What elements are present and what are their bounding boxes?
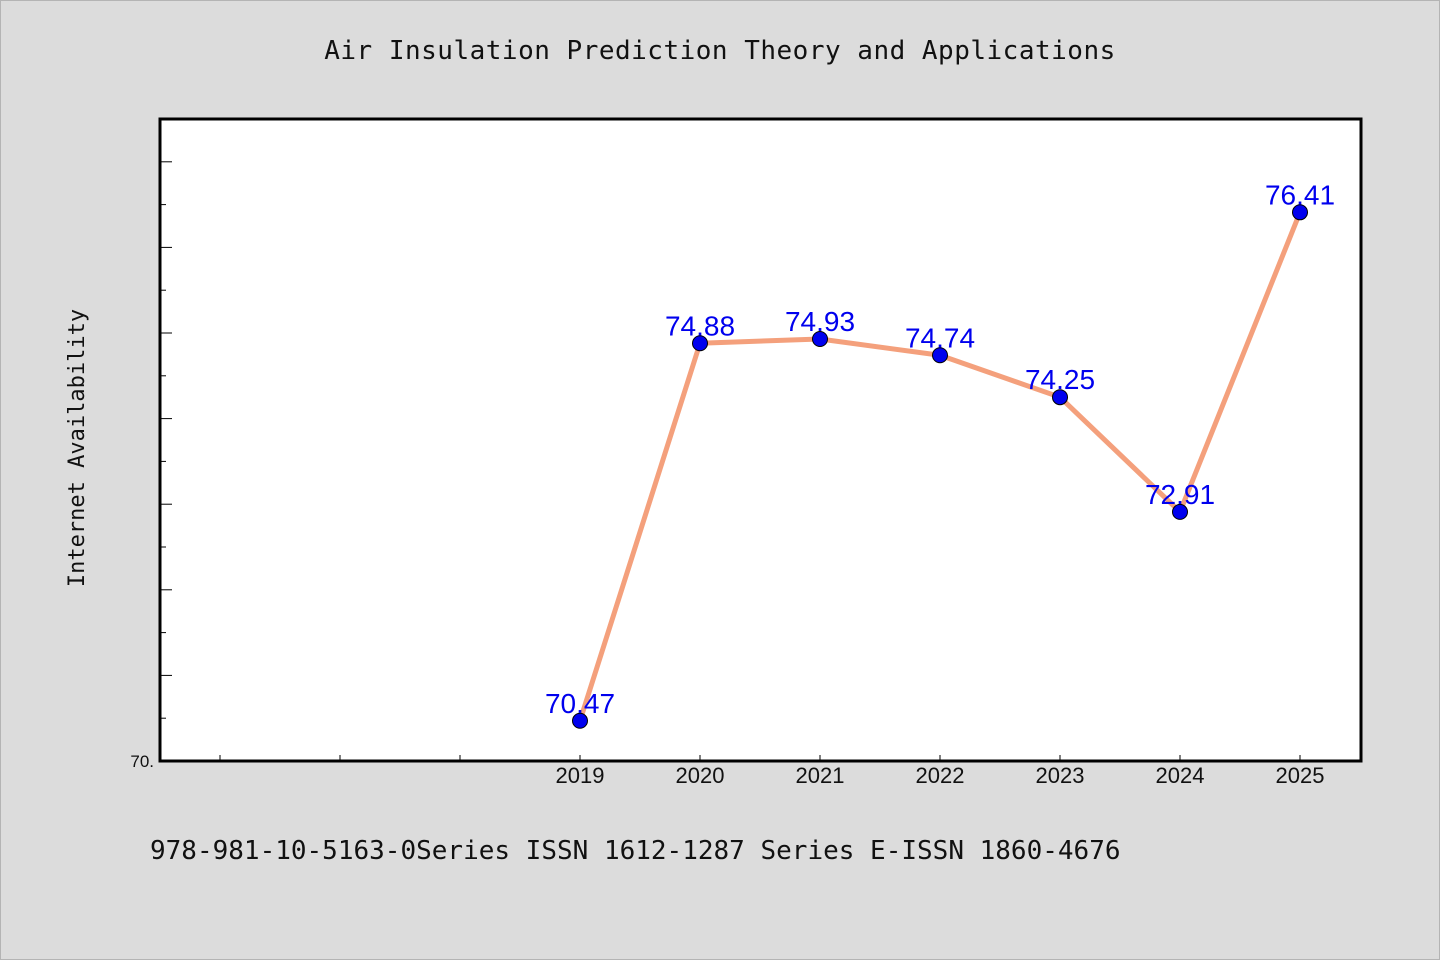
data-label: 74.74 xyxy=(905,322,975,353)
data-point xyxy=(932,347,948,364)
x-tick-label: 2019 xyxy=(556,763,605,788)
series-issn-note: 978-981-10-5163-0Series ISSN 1612-1287 S… xyxy=(150,836,1121,866)
x-tick-label: 2021 xyxy=(796,763,845,788)
x-tick-label: 2023 xyxy=(1036,763,1085,788)
data-point xyxy=(1292,204,1308,221)
y-axis-ticks: 70. xyxy=(130,118,172,771)
data-point xyxy=(1052,389,1068,406)
x-tick-label: 2024 xyxy=(1156,763,1205,788)
data-point xyxy=(812,330,828,347)
data-label: 74.93 xyxy=(785,306,855,337)
y-tick-label: 70. xyxy=(130,752,154,771)
data-point xyxy=(692,335,708,352)
x-tick-label: 2020 xyxy=(676,763,725,788)
data-label-layer: 70.47 74.88 74.93 74.74 74.25 72.91 76.41 xyxy=(545,179,1335,718)
data-label: 72.91 xyxy=(1145,479,1215,510)
x-tick-label: 2022 xyxy=(916,763,965,788)
data-label: 70.47 xyxy=(545,688,615,719)
data-point xyxy=(572,712,588,729)
series-layer xyxy=(572,204,1308,729)
y-axis-label: Internet Availability xyxy=(65,309,90,587)
chart-title: Air Insulation Prediction Theory and App… xyxy=(324,36,1116,66)
data-point xyxy=(1172,503,1188,520)
data-label: 74.88 xyxy=(665,310,735,341)
plot-area xyxy=(158,117,1363,763)
x-tick-label: 2025 xyxy=(1276,763,1325,788)
data-label: 76.41 xyxy=(1265,179,1335,210)
data-label: 74.25 xyxy=(1025,364,1095,395)
x-axis-ticks: 2019 2020 2021 2022 2023 2024 2025 xyxy=(219,755,1325,788)
